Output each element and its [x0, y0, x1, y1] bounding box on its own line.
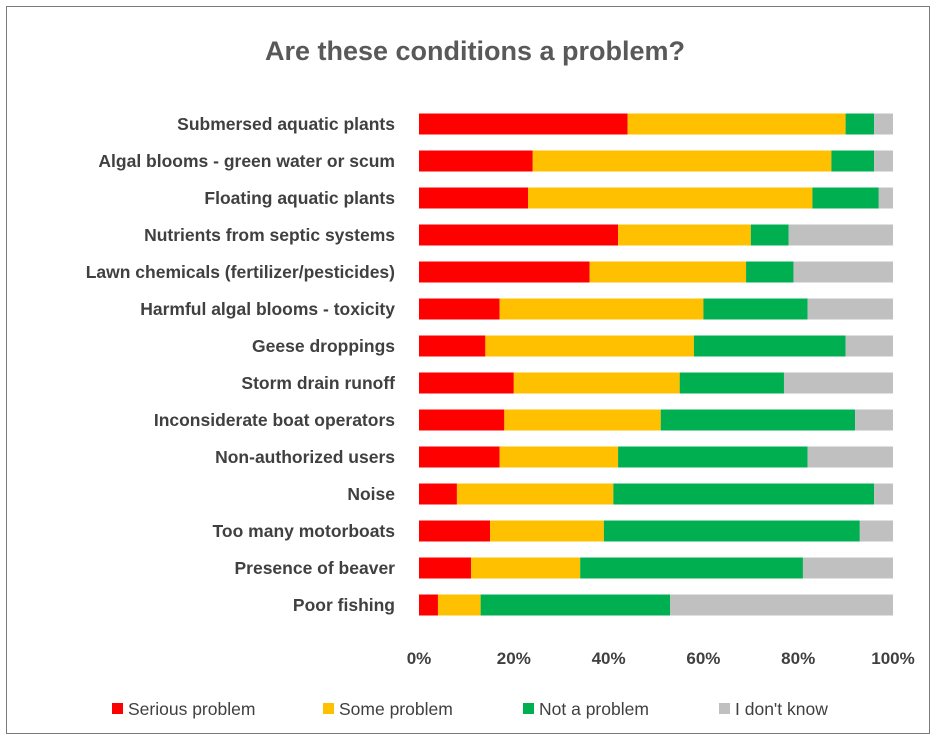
bar-segment-i-don-t-know: [845, 335, 893, 357]
category-label: Nutrients from septic systems: [144, 225, 395, 245]
bar-segment-not-a-problem: [845, 113, 875, 135]
bar-segment-not-a-problem: [750, 224, 789, 246]
bar-segment-i-don-t-know: [859, 520, 893, 542]
bar-segment-not-a-problem: [812, 187, 879, 209]
legend-label: Serious problem: [128, 699, 255, 719]
bar-segment-not-a-problem: [603, 520, 860, 542]
bar-segment-i-don-t-know: [874, 483, 893, 505]
bar-segment-some-problem: [513, 372, 680, 394]
bar-segment-not-a-problem: [679, 372, 784, 394]
category-label: Inconsiderate boat operators: [154, 410, 395, 430]
category-label: Submersed aquatic plants: [177, 114, 395, 134]
x-axis-ticks: 0% 20% 40% 60% 80% 100%: [407, 649, 915, 668]
category-label: Algal blooms - green water or scum: [98, 151, 395, 171]
bar-segment-serious-problem: [419, 372, 514, 394]
bar-segment-some-problem: [532, 150, 832, 172]
bar-segment-some-problem: [499, 298, 704, 320]
bar-segment-not-a-problem: [831, 150, 875, 172]
x-tick-label: 20%: [497, 649, 531, 668]
legend: Serious problem Some problem Not a problem…: [112, 699, 828, 719]
bar-segment-i-don-t-know: [802, 557, 893, 579]
bar-segment-serious-problem: [419, 150, 533, 172]
bar-segment-i-don-t-know: [855, 409, 893, 431]
bar-segment-not-a-problem: [660, 409, 856, 431]
category-label: Lawn chemicals (fertilizer/pesticides): [86, 262, 395, 282]
bar-segment-serious-problem: [419, 113, 628, 135]
bar-segment-i-don-t-know: [670, 594, 893, 616]
bar-segment-serious-problem: [419, 557, 472, 579]
bar-segment-some-problem: [627, 113, 846, 135]
bar-segment-some-problem: [504, 409, 661, 431]
bar-segment-some-problem: [471, 557, 581, 579]
bar-segment-not-a-problem: [480, 594, 671, 616]
bar-segment-i-don-t-know: [807, 446, 893, 468]
bar-segment-not-a-problem: [580, 557, 803, 579]
category-label: Presence of beaver: [234, 558, 395, 578]
bar-segment-i-don-t-know: [793, 261, 893, 283]
legend-label: Not a problem: [539, 699, 649, 719]
legend-swatch: [112, 703, 123, 714]
bar-segment-i-don-t-know: [788, 224, 893, 246]
bar-segment-i-don-t-know: [783, 372, 893, 394]
legend-swatch: [523, 703, 534, 714]
category-label: Too many motorboats: [213, 521, 396, 541]
chart-title: Are these conditions a problem?: [265, 36, 685, 66]
category-label: Floating aquatic plants: [204, 188, 395, 208]
bar-segment-some-problem: [618, 224, 751, 246]
bar-segment-serious-problem: [419, 483, 457, 505]
legend-swatch: [719, 703, 730, 714]
x-tick-label: 40%: [592, 649, 626, 668]
bars-group: [419, 113, 893, 616]
bar-segment-some-problem: [589, 261, 747, 283]
bar-segment-not-a-problem: [613, 483, 875, 505]
x-tick-label: 80%: [781, 649, 815, 668]
bar-segment-some-problem: [456, 483, 614, 505]
bar-segment-some-problem: [490, 520, 604, 542]
category-label: Poor fishing: [293, 595, 395, 615]
bar-segment-serious-problem: [419, 298, 500, 320]
bar-segment-serious-problem: [419, 520, 491, 542]
category-label: Geese droppings: [252, 336, 395, 356]
legend-label: Some problem: [339, 699, 453, 719]
bar-segment-not-a-problem: [693, 335, 846, 357]
bar-segment-i-don-t-know: [874, 113, 893, 135]
bar-segment-i-don-t-know: [807, 298, 893, 320]
x-tick-label: 60%: [686, 649, 720, 668]
category-label: Non-authorized users: [215, 447, 395, 467]
bar-segment-serious-problem: [419, 335, 486, 357]
category-label: Storm drain runoff: [241, 373, 395, 393]
category-labels: Submersed aquatic plants Algal blooms - g…: [86, 114, 396, 615]
bar-segment-not-a-problem: [618, 446, 808, 468]
legend-label: I don't know: [735, 699, 828, 719]
legend-swatch: [323, 703, 334, 714]
bar-segment-some-problem: [437, 594, 481, 616]
bar-segment-i-don-t-know: [874, 150, 893, 172]
bar-segment-serious-problem: [419, 187, 529, 209]
category-label: Noise: [347, 484, 395, 504]
category-label: Harmful algal blooms - toxicity: [140, 299, 395, 319]
bar-segment-some-problem: [499, 446, 619, 468]
bar-segment-not-a-problem: [746, 261, 794, 283]
bar-segment-serious-problem: [419, 446, 500, 468]
bar-segment-serious-problem: [419, 261, 590, 283]
bar-segment-serious-problem: [419, 409, 505, 431]
bar-segment-some-problem: [528, 187, 813, 209]
bar-segment-serious-problem: [419, 594, 438, 616]
x-tick-label: 100%: [871, 649, 914, 668]
bar-segment-not-a-problem: [703, 298, 808, 320]
bar-segment-serious-problem: [419, 224, 619, 246]
bar-segment-some-problem: [485, 335, 694, 357]
bar-segment-i-don-t-know: [878, 187, 893, 209]
x-tick-label: 0%: [407, 649, 432, 668]
